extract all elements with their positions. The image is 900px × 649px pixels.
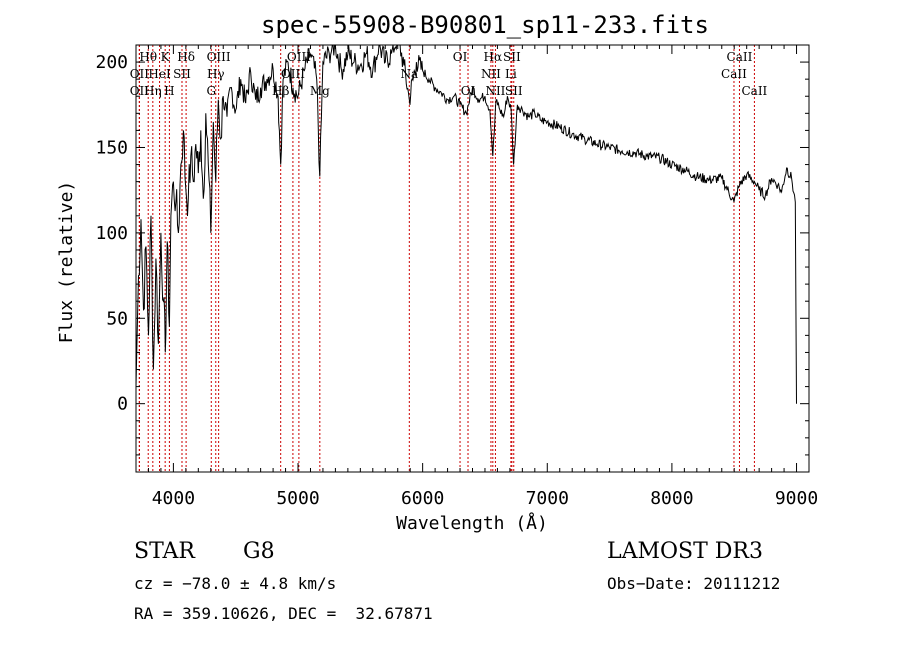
spectral-lines bbox=[138, 45, 755, 472]
spectral-line-label: Mg bbox=[310, 84, 330, 98]
spectral-line-label: HeI bbox=[148, 67, 171, 81]
y-tick-label: 200 bbox=[95, 52, 128, 73]
y-tick-label: 0 bbox=[117, 394, 128, 415]
spectral-line-label: SII bbox=[503, 50, 521, 64]
spectral-line-label: Hα bbox=[484, 50, 503, 64]
spectral-line-label: CaII bbox=[721, 67, 747, 81]
spectral-line-label: NII bbox=[481, 67, 501, 81]
spectral-line-label: G bbox=[206, 84, 216, 98]
spectral-line-label: Hθ bbox=[139, 50, 157, 64]
y-axis-label: Flux (relative) bbox=[56, 181, 77, 344]
x-tick-label: 6000 bbox=[401, 488, 444, 509]
observation-date: Obs−Date: 20111212 bbox=[607, 574, 781, 593]
spectral-line-label: CaII bbox=[741, 84, 767, 98]
object-subclass: G8 bbox=[243, 539, 275, 564]
spectral-line-label: OI bbox=[453, 50, 468, 64]
spectral-line-label: SII bbox=[505, 84, 523, 98]
spectral-line-label: SII bbox=[173, 67, 191, 81]
x-tick-label: 4000 bbox=[152, 488, 195, 509]
y-tick-label: 50 bbox=[106, 308, 128, 329]
x-tick-label: 8000 bbox=[650, 488, 693, 509]
spectral-line-label: NII bbox=[485, 84, 505, 98]
spectral-line-label: K bbox=[161, 50, 171, 64]
y-tick-label: 100 bbox=[95, 223, 128, 244]
spectrum-line bbox=[135, 44, 797, 404]
spectral-line-label: Li bbox=[505, 67, 517, 81]
redshift-velocity: cz = −78.0 ± 4.8 km/s bbox=[134, 574, 337, 593]
spectral-line-label: OII bbox=[130, 67, 150, 81]
spectral-line-label: OIII bbox=[207, 50, 231, 64]
x-tick-label: 5000 bbox=[276, 488, 319, 509]
spectral-line-label: OIII bbox=[281, 67, 305, 81]
x-axis-label: Wavelength (Å) bbox=[396, 512, 548, 534]
spectral-line-label: Hδ bbox=[177, 50, 195, 64]
x-tick-label: 7000 bbox=[526, 488, 569, 509]
spectral-line-label: OI bbox=[461, 84, 476, 98]
spectral-line-label: H bbox=[164, 84, 174, 98]
plot-frame bbox=[135, 44, 810, 473]
axis-ticks: 4000 5000 6000 7000 8000 9000 0 50 100 150 200 bbox=[95, 45, 818, 509]
spectral-line-label: CaII bbox=[727, 50, 753, 64]
chart-title: spec-55908-B90801_sp11-233.fits bbox=[261, 11, 709, 39]
object-class: STAR bbox=[134, 539, 195, 564]
spectral-line-label: Hη bbox=[144, 84, 162, 98]
spectral-line-label: OII bbox=[130, 84, 150, 98]
x-tick-label: 9000 bbox=[775, 488, 818, 509]
spectral-line-label: Hγ bbox=[207, 67, 225, 81]
coordinates: RA = 359.10626, DEC = 32.67871 bbox=[134, 604, 433, 623]
y-tick-label: 150 bbox=[95, 137, 128, 158]
survey-label: LAMOST DR3 bbox=[607, 539, 763, 564]
